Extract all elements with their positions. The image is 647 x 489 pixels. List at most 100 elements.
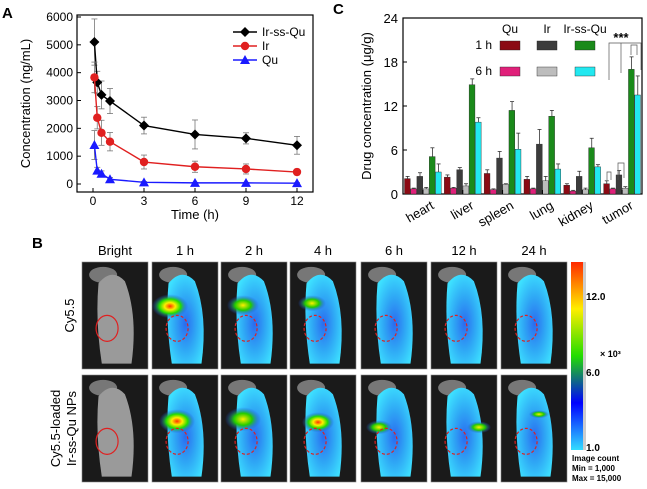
fluorescence-hotspot <box>302 412 334 433</box>
series-ir <box>90 61 302 177</box>
bar-lung-ir-ss-qu-6h <box>554 168 562 195</box>
series-qu <box>89 130 302 188</box>
y-tick-label: 3000 <box>46 94 73 108</box>
triangle-marker <box>139 177 149 187</box>
triangle-marker <box>292 178 302 188</box>
legend-swatch <box>574 66 596 77</box>
y-tick-label: 0 <box>391 187 398 202</box>
y-tick-label: 24 <box>384 11 398 26</box>
legend-swatch <box>574 40 596 51</box>
legend-row-header: 1 h <box>475 38 492 52</box>
mouse-image <box>360 374 428 483</box>
bar-tumor-qu-1h <box>603 183 610 195</box>
fluorescence-hotspot <box>467 421 491 434</box>
bar-kidney-ir-ss-qu-1h <box>588 147 595 195</box>
legend-label: Ir-ss-Qu <box>262 25 305 39</box>
x-tick-label: 9 <box>243 194 250 208</box>
column-label: 1 h <box>176 243 194 258</box>
bar-tumor-ir-ss-qu-1h <box>628 69 635 195</box>
colorbar-unit: × 10³ <box>600 349 621 359</box>
mouse-image <box>430 374 498 483</box>
legend-col-header: Qu <box>502 22 518 36</box>
x-tick-label: 0 <box>90 194 97 208</box>
tumor-circle <box>444 314 468 342</box>
legend-label: Ir <box>262 39 269 53</box>
circle-marker <box>240 41 250 51</box>
legend-col-header: Ir-ss-Qu <box>563 22 606 36</box>
diamond-marker <box>190 129 200 140</box>
diamond-marker <box>96 89 107 100</box>
tumor-circle <box>444 427 468 455</box>
bracket <box>630 44 638 55</box>
triangle-marker <box>89 140 100 150</box>
circle-marker <box>139 157 149 167</box>
mouse-image <box>360 261 428 370</box>
bar-tumor-ir-1h <box>615 174 623 195</box>
row-label-loaded: Cy5.5-loaded <box>48 390 63 467</box>
bar-liver-ir-1h <box>456 169 463 195</box>
mouse-image <box>430 261 498 370</box>
diamond-marker <box>292 140 302 151</box>
bar-heart-qu-1h <box>404 178 411 195</box>
panel-b-imaging: Bright 1 h 2 h 4 h 6 h 12 h 24 h Cy5.5 Cy5.5-loa… <box>48 243 622 483</box>
panel-label-c: C <box>333 1 344 18</box>
fluorescence-hotspot <box>152 294 188 319</box>
y-tick-label: 5000 <box>46 38 73 52</box>
mouse-image <box>81 374 149 483</box>
bar-heart-qu-6h <box>410 188 417 195</box>
bar-lung-ir-6h <box>542 180 549 195</box>
y-tick-label: 6 <box>391 143 398 158</box>
tumor-circle <box>234 427 258 455</box>
mouse-image <box>151 374 219 483</box>
triangle-marker <box>96 168 107 178</box>
circle-marker <box>105 137 115 146</box>
bracket <box>608 42 642 80</box>
fluorescence-hotspot <box>159 409 195 434</box>
panel-label-a: A <box>2 5 13 22</box>
x-tick-label: liver <box>448 197 477 222</box>
triangle-marker <box>240 55 250 64</box>
mouse-image <box>289 374 357 483</box>
bar-lung-ir-ss-qu-1h <box>548 116 555 195</box>
bar-spleen-ir-ss-qu-1h <box>508 110 515 195</box>
legend-row-header: 6 h <box>475 64 492 78</box>
fluorescence-hotspot <box>227 295 259 316</box>
bar-kidney-ir-1h <box>576 176 583 195</box>
tumor-circle <box>165 427 189 455</box>
circle-marker <box>90 73 99 82</box>
legend-label: Qu <box>262 53 278 67</box>
fluorescence-hotspot <box>529 410 549 419</box>
bar-tumor-ir-6h <box>622 187 629 195</box>
colorbar-caption: Max = 15,000 <box>572 474 622 483</box>
significance-brackets <box>606 42 642 180</box>
bar-tumor-ir-ss-qu-6h <box>634 94 641 195</box>
legend-col-header: Ir <box>543 22 550 36</box>
column-label: 24 h <box>521 243 546 258</box>
x-tick-label: 3 <box>141 194 148 208</box>
diamond-marker <box>105 96 115 107</box>
colorbar-tick-label: 6.0 <box>586 368 600 379</box>
x-tick-label: tumor <box>599 197 636 227</box>
tumor-circle <box>303 314 327 342</box>
bar-liver-ir-ss-qu-1h <box>468 84 476 195</box>
panel-label-b: B <box>32 235 43 252</box>
x-tick-label: 12 <box>290 194 304 208</box>
bar-spleen-ir-1h <box>496 157 503 195</box>
x-tick-label: lung <box>527 198 556 223</box>
bar-spleen-ir-ss-qu-6h <box>514 149 522 195</box>
x-tick-label: spleen <box>475 198 516 230</box>
bar-heart-ir-ss-qu-1h <box>429 156 436 195</box>
y-tick-label: 18 <box>384 55 398 70</box>
bar-kidney-qu-1h <box>563 184 570 195</box>
circle-marker <box>292 167 302 177</box>
triangle-marker <box>190 177 200 187</box>
bar-kidney-ir-ss-qu-6h <box>594 166 601 195</box>
bar-liver-qu-1h <box>444 176 451 195</box>
circle-marker <box>190 162 200 171</box>
mouse-image <box>220 261 288 370</box>
series-line <box>93 77 298 173</box>
diamond-marker <box>241 133 251 144</box>
tumor-circle <box>514 314 538 342</box>
colorbar-caption: Min = 1,000 <box>572 464 615 473</box>
legend-swatch <box>536 40 558 51</box>
